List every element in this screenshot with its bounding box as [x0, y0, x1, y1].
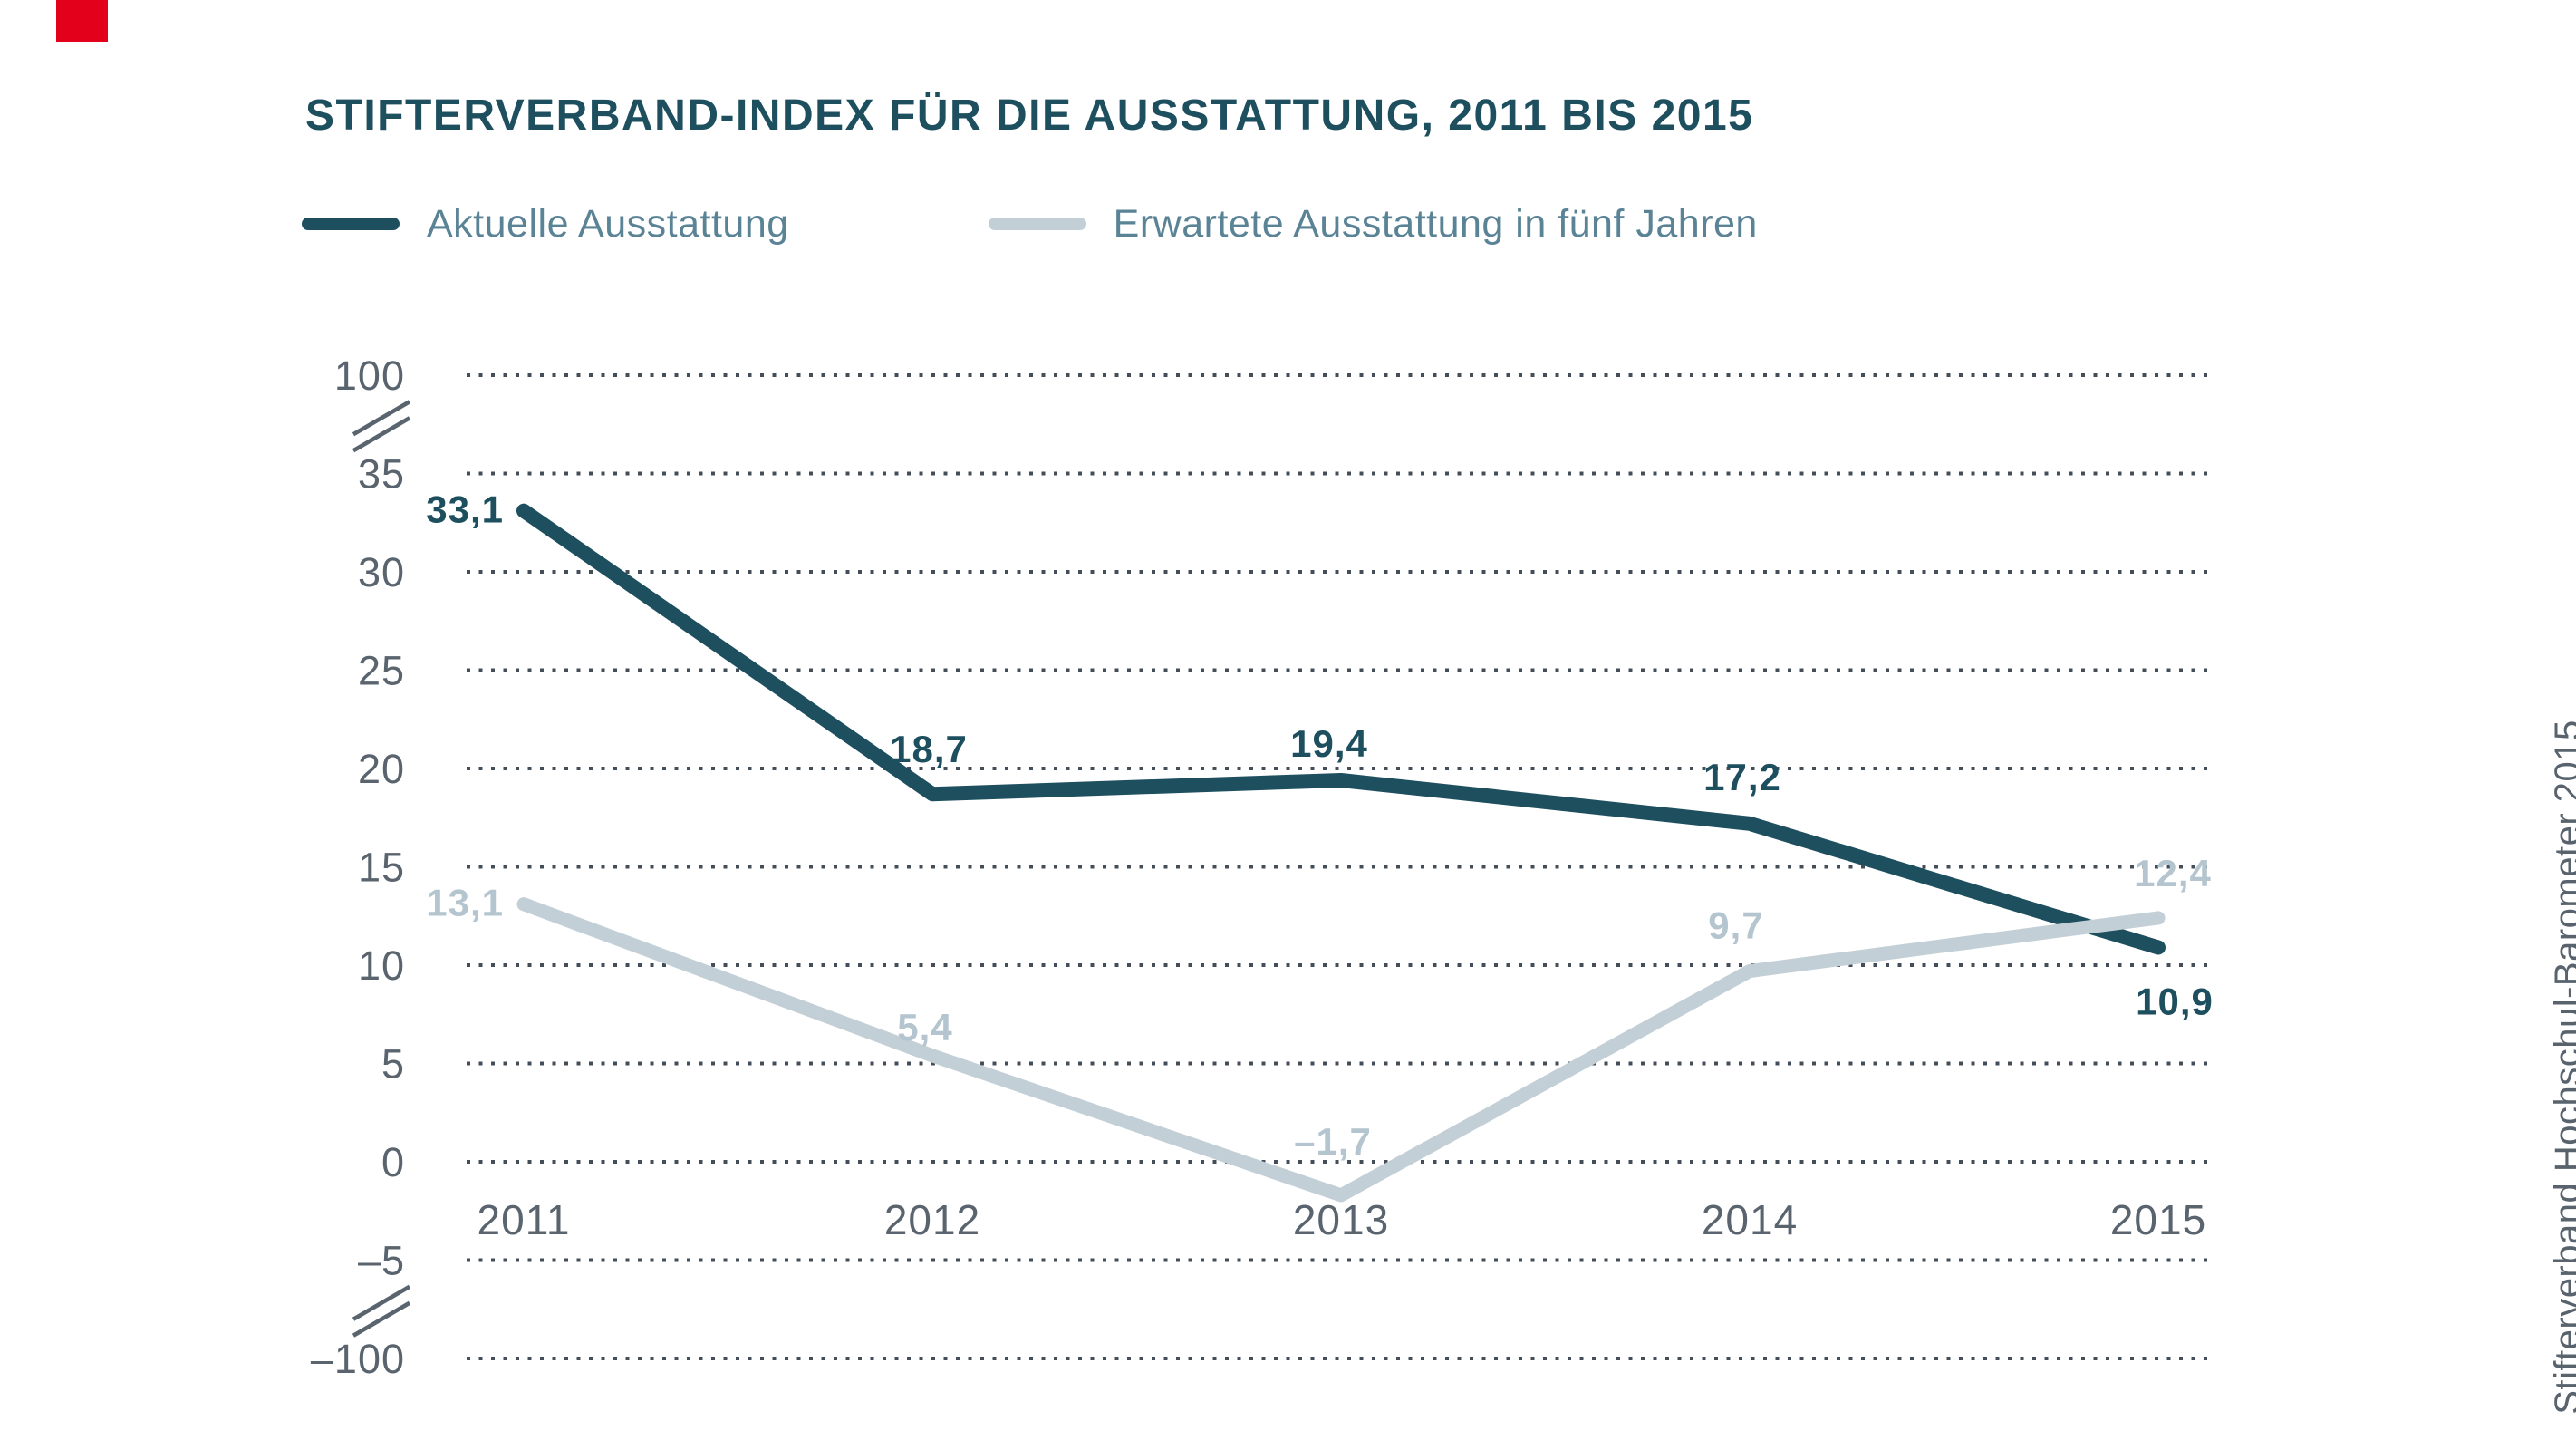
data-label: 13,1: [426, 882, 504, 924]
data-label: 10,9: [2136, 980, 2214, 1022]
y-tick-label: 10: [358, 942, 405, 989]
x-tick-label: 2013: [1293, 1196, 1389, 1243]
axis-break-icon: [352, 400, 411, 437]
axis-break-icon: [352, 1300, 411, 1338]
x-tick-label: 2012: [884, 1196, 980, 1243]
data-label: 19,4: [1290, 722, 1368, 765]
data-label: 17,2: [1703, 756, 1781, 798]
data-label: –1,7: [1294, 1120, 1372, 1163]
y-tick-label: –5: [358, 1238, 405, 1284]
y-tick-label: 0: [381, 1139, 405, 1185]
source-caption-vertical: Stifterverband Hochschul-Barometer 2015: [2548, 720, 2576, 1415]
y-tick-label: 5: [381, 1041, 405, 1088]
legend-label-erwartete: Erwartete Ausstattung in fünf Jahren: [1113, 201, 1758, 246]
y-tick-label: –100: [311, 1336, 405, 1382]
legend-item-erwartete: Erwartete Ausstattung in fünf Jahren: [988, 201, 1758, 246]
legend-label-aktuelle: Aktuelle Ausstattung: [427, 201, 789, 246]
legend-swatch-light-line-icon: [988, 218, 1086, 230]
legend-item-aktuelle: Aktuelle Ausstattung: [302, 202, 789, 246]
axis-break-icon: [352, 1284, 411, 1321]
y-tick-label: 15: [358, 845, 405, 891]
data-label: 33,1: [426, 488, 504, 531]
series-line-erwartete: [516, 897, 2166, 1203]
y-tick-label: 25: [358, 648, 405, 694]
x-tick-label: 2014: [1702, 1196, 1798, 1243]
data-label: 5,4: [897, 1006, 952, 1049]
y-tick-label: 20: [358, 746, 405, 792]
data-label: 18,7: [890, 728, 968, 770]
stifterverband-logo-red-square-icon: [56, 0, 108, 42]
y-tick-label: 35: [358, 451, 405, 498]
x-tick-label: 2015: [2110, 1196, 2206, 1243]
legend: Aktuelle Ausstattung Erwartete Ausstattu…: [302, 201, 1758, 246]
y-tick-label: 30: [358, 549, 405, 595]
data-label: 12,4: [2134, 852, 2212, 894]
y-tick-label: 100: [334, 353, 405, 399]
chart-title: STIFTERVERBAND-INDEX FÜR DIE AUSSTATTUNG…: [305, 92, 1754, 140]
axis-break-icon: [352, 416, 411, 453]
data-label: 9,7: [1708, 904, 1763, 947]
legend-swatch-dark-line-icon: [302, 218, 400, 230]
x-tick-label: 2011: [478, 1196, 571, 1243]
series-line-aktuelle: [516, 503, 2166, 955]
